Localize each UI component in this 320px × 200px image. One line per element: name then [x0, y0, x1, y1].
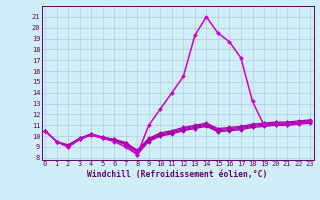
X-axis label: Windchill (Refroidissement éolien,°C): Windchill (Refroidissement éolien,°C): [87, 170, 268, 179]
